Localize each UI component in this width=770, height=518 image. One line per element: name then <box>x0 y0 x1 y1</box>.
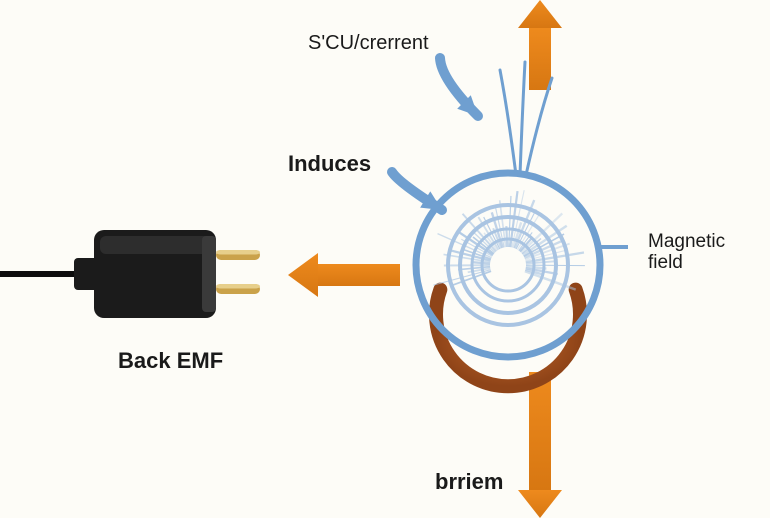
label-top: S'CU/crerrent <box>308 32 429 54</box>
diagram-stage: { "canvas": { "width": 770, "height": 51… <box>0 0 770 518</box>
label-magnetic: Magneticfield <box>648 232 725 274</box>
label-bottom: brriem <box>435 470 503 494</box>
label-induces: Induces <box>288 152 371 176</box>
label-back-emf: Back EMF <box>118 349 223 373</box>
